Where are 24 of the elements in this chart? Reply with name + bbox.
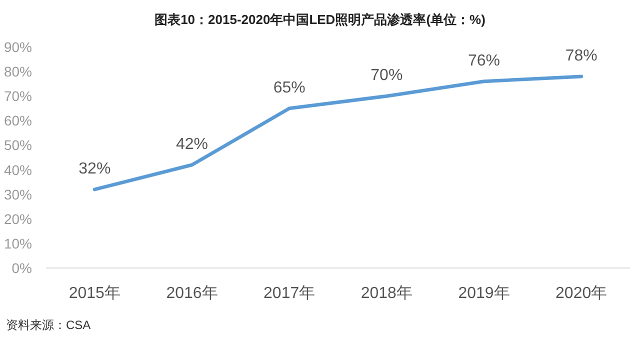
y-tick-label: 90% [4, 39, 32, 55]
data-label: 65% [273, 79, 306, 96]
data-label: 42% [176, 136, 208, 153]
x-tick-label: 2016年 [166, 285, 218, 302]
y-tick-label: 50% [4, 137, 32, 154]
data-label: 32% [78, 160, 111, 178]
text: 资料来源：CSA [6, 318, 91, 332]
y-tick-label: 0% [12, 260, 32, 276]
data-label: 78% [565, 47, 598, 64]
x-tick-label: 2015年 [68, 285, 120, 302]
data-label: 76% [468, 52, 500, 70]
x-tick-label: 2019年 [458, 285, 510, 302]
y-tick-label: 20% [4, 210, 32, 227]
y-tick-label: 80% [4, 64, 32, 80]
x-tick-label: 2017年 [264, 285, 316, 302]
x-tick-label: 2020年 [556, 285, 608, 302]
y-tick-label: 40% [4, 162, 32, 178]
y-tick-label: 10% [4, 235, 32, 252]
y-tick-label: 60% [4, 112, 32, 129]
y-tick-label: 30% [4, 186, 32, 202]
y-tick-label: 70% [4, 88, 32, 104]
chart-title: 图表10：2015-2020年中国LED照明产品渗透率(单位：%) [154, 12, 486, 27]
data-label: 70% [370, 67, 403, 84]
x-tick-label: 2018年 [360, 285, 412, 302]
